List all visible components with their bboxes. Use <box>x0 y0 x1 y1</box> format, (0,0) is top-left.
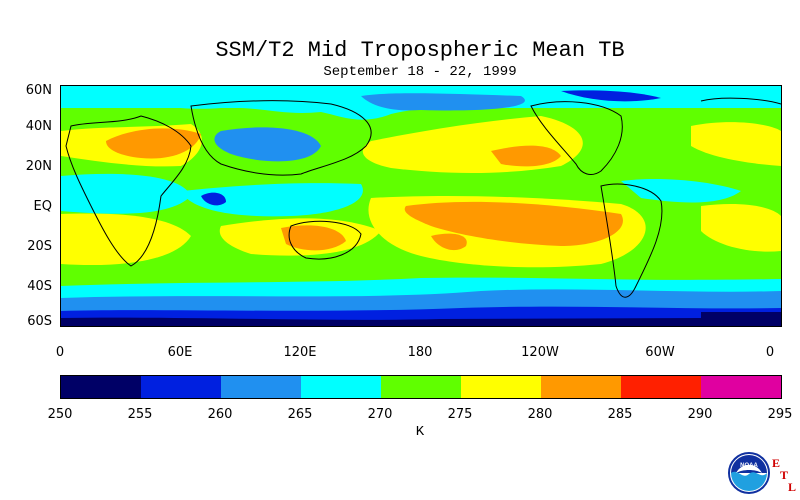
lon-label-60e: 60E <box>167 345 193 360</box>
colorbar-segment-285-290 <box>621 376 701 398</box>
field-natlantic-yellow <box>691 122 781 166</box>
lon-label-120w: 120W <box>521 345 559 360</box>
lat-label-60n: 60N <box>25 83 52 98</box>
field-tropic-cyan-atlantic <box>621 179 741 203</box>
colorbar-tick-290: 290 <box>687 407 713 422</box>
coastline-samerica <box>600 183 663 298</box>
field-north-blue-1 <box>561 90 661 102</box>
coastline-australia <box>288 220 362 260</box>
etl-letter-e: E <box>772 456 781 470</box>
field-antarctic-band <box>61 312 781 326</box>
field-tropic-cyan-indian <box>181 183 363 217</box>
colorbar-tick-270: 270 <box>367 407 393 422</box>
colorbar-tick-265: 265 <box>287 407 313 422</box>
lon-label-0-west: 0 <box>55 345 65 360</box>
etl-letter-l: L <box>788 480 797 494</box>
colorbar-segment-255-260 <box>141 376 221 398</box>
brightness-temperature-map <box>60 85 782 327</box>
lat-label-60s: 60S <box>27 314 52 329</box>
lon-label-180: 180 <box>407 345 433 360</box>
coastline-asia <box>190 100 372 176</box>
colorbar-tick-260: 260 <box>207 407 233 422</box>
lon-label-60w: 60W <box>645 345 675 360</box>
colorbar-segment-250-255 <box>61 376 141 398</box>
field-safrica-yellow <box>61 213 191 266</box>
lat-label-eq: EQ <box>33 199 52 214</box>
field-satlantic-yellow <box>701 204 781 252</box>
lat-label-20s: 20S <box>27 239 52 254</box>
map-title: SSM/T2 Mid Tropospheric Mean TB <box>215 38 625 63</box>
lat-label-40n: 40N <box>25 119 52 134</box>
noaa-logo-icon: NOAA <box>728 452 770 494</box>
lon-label-0-east: 0 <box>765 345 775 360</box>
colorbar-segment-280-285 <box>541 376 621 398</box>
field-npacific-orange <box>491 145 561 167</box>
colorbar-segment-265-270 <box>301 376 381 398</box>
coastline-namerica <box>530 101 623 175</box>
colorbar-tick-285: 285 <box>607 407 633 422</box>
lat-label-40s: 40S <box>27 279 52 294</box>
colorbar <box>60 375 782 399</box>
colorbar-units: K <box>415 424 425 440</box>
lon-label-120e: 120E <box>283 345 317 360</box>
colorbar-tick-250: 250 <box>47 407 73 422</box>
colorbar-tick-275: 275 <box>447 407 473 422</box>
field-spacific-orange-2 <box>431 233 467 251</box>
etl-letter-t: T <box>780 468 789 482</box>
colorbar-segment-275-280 <box>461 376 541 398</box>
coastline-africa <box>65 115 192 267</box>
field-spacific-orange <box>404 201 623 246</box>
colorbar-tick-280: 280 <box>527 407 553 422</box>
field-asia-lightblue <box>214 127 321 162</box>
field-australia-orange <box>281 225 346 251</box>
lat-label-20n: 20N <box>25 159 52 174</box>
map-subtitle: September 18 - 22, 1999 <box>323 64 517 80</box>
coastline-europe <box>700 97 781 105</box>
coastlines <box>65 97 781 298</box>
field-tropic-cyan-africa <box>61 173 191 214</box>
colorbar-tick-255: 255 <box>127 407 153 422</box>
field-north-lightblue-1 <box>361 93 525 111</box>
colorbar-segment-270-275 <box>381 376 461 398</box>
field-tropic-blue-1 <box>201 192 226 206</box>
field-nafrica-orange <box>106 128 201 159</box>
map-field-svg <box>61 86 781 326</box>
colorbar-tick-295: 295 <box>767 407 793 422</box>
noaa-logo-text: NOAA <box>740 463 758 469</box>
colorbar-segment-260-265 <box>221 376 301 398</box>
colorbar-segment-290-295 <box>701 376 781 398</box>
